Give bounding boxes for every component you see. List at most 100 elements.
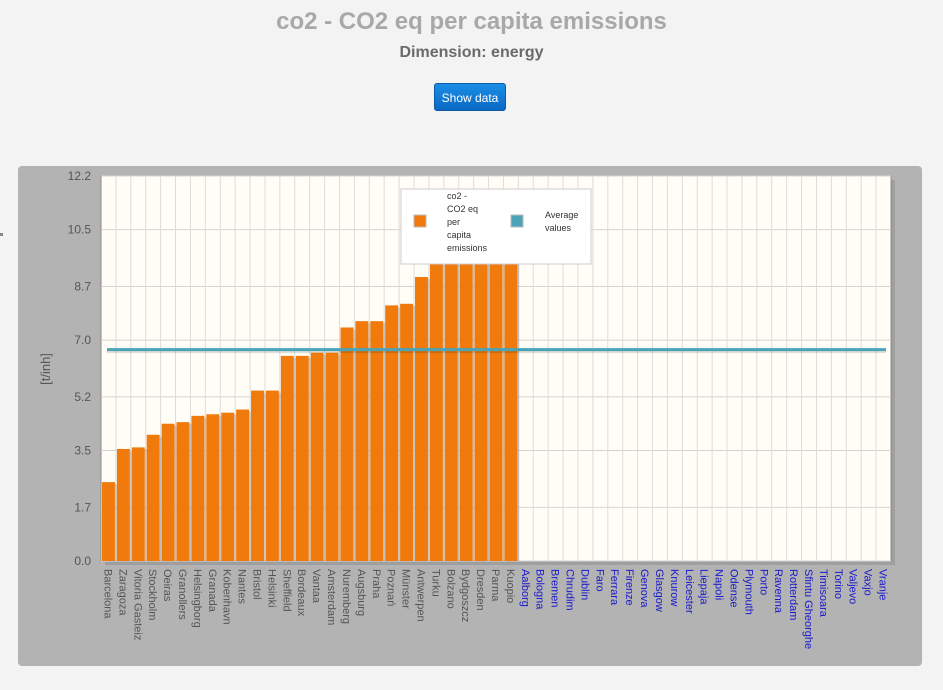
x-tick-label: Bristol: [251, 569, 263, 600]
chart-subtitle: Dimension: energy: [399, 44, 544, 61]
bar: [459, 258, 473, 561]
x-tick-label: Dresden: [474, 569, 486, 611]
x-tick-label: Plymouth: [742, 569, 754, 615]
x-tick-label: Timisoara: [817, 569, 829, 618]
x-tick-label: Torino: [832, 569, 844, 599]
bar: [146, 434, 160, 561]
x-tick-label: Ferrara: [608, 569, 620, 606]
average-line: [107, 348, 886, 354]
x-tick-label: Faro: [593, 569, 605, 592]
bar: [325, 352, 339, 561]
x-tick-label: Porto: [757, 569, 769, 595]
legend-item-label: Average values: [545, 210, 578, 233]
x-tick-label: Bologna: [534, 569, 546, 610]
bar: [131, 447, 145, 561]
y-tick-label: 7.0: [74, 333, 91, 347]
bar: [340, 327, 354, 561]
x-tick-label: Napoli: [713, 569, 725, 600]
bar: [116, 448, 130, 561]
bar: [489, 258, 503, 561]
bar: [102, 482, 115, 561]
x-axis-labels: Barcelona Zaragoza Vitoria Gasteiz Stockhol…: [101, 569, 888, 649]
x-tick-label: Aalborg: [519, 569, 531, 607]
x-tick-label: Firenze: [623, 569, 635, 606]
bar: [370, 321, 384, 561]
x-tick-label: Leicester: [683, 569, 695, 614]
bar: [191, 415, 205, 561]
chart-title: co2 - CO2 eq per capita emissions: [276, 8, 667, 35]
bar: [415, 276, 428, 561]
bar: [251, 390, 264, 561]
bar: [400, 303, 414, 561]
bar: [504, 258, 518, 561]
bar: [295, 355, 309, 561]
y-tick-label: 3.5: [74, 444, 91, 458]
legend-item-label: co2 -CO2 eq per capita emissions: [447, 191, 488, 253]
x-tick-label: Knurow: [668, 569, 680, 606]
x-tick-label: Nantes: [236, 569, 248, 604]
x-tick-label: Glasgow: [653, 569, 665, 612]
legend-swatch: [510, 214, 524, 228]
bar: [176, 422, 190, 561]
x-tick-label: Oeiras: [161, 569, 173, 602]
y-tick-label: 1.7: [74, 500, 91, 514]
x-tick-label: Kuopio: [504, 569, 516, 603]
y-tick-label: 10.5: [68, 223, 92, 237]
bar: [310, 352, 324, 561]
x-tick-label: Zaragoza: [116, 569, 128, 616]
x-tick-label: Nuremberg: [340, 569, 352, 624]
x-tick-label: Rotterdam: [787, 569, 799, 620]
x-tick-label: Bordeaux: [295, 569, 307, 617]
legend-swatch: [413, 214, 427, 228]
bar: [265, 390, 279, 561]
x-tick-label: Turku: [429, 569, 441, 597]
bar: [280, 355, 294, 561]
bar: [206, 414, 220, 561]
x-tick-label: Praha: [370, 569, 382, 599]
x-tick-label: Granada: [206, 569, 218, 613]
x-tick-label: Kobenhavn: [221, 569, 233, 625]
bar: [474, 258, 488, 561]
x-tick-label: Helsinki: [265, 569, 277, 608]
bars: [102, 258, 520, 561]
x-tick-label: Parma: [489, 569, 501, 602]
x-tick-label: Ravenna: [772, 569, 784, 614]
x-tick-label: Vaxjo: [862, 569, 874, 596]
show-data-button[interactable]: Show data: [434, 83, 506, 111]
x-tick-label: Antwerpen: [414, 569, 426, 622]
x-tick-label: Bydgoszcz: [459, 569, 471, 622]
y-axis-label: [t/inh]: [38, 353, 53, 385]
x-tick-label: Vantaa: [310, 569, 322, 604]
x-tick-label: Helsingborg: [191, 569, 203, 628]
x-tick-label: Barcelona: [101, 569, 113, 619]
x-tick-label: Amsterdam: [325, 569, 337, 625]
x-tick-label: Bremen: [549, 569, 561, 608]
bar: [221, 412, 235, 561]
x-tick-label: Poznań: [385, 569, 397, 606]
bar: [444, 258, 458, 561]
y-tick-label: 0.0: [74, 554, 91, 568]
x-tick-label: Chrudim: [564, 569, 576, 611]
x-tick-label: Stockholm: [146, 569, 158, 620]
bar: [355, 321, 369, 561]
y-tick-label: 8.7: [74, 279, 91, 293]
x-tick-label: Vranje: [877, 569, 889, 600]
x-tick-label: Bolzano: [444, 569, 456, 609]
x-tick-label: Dublin: [578, 569, 590, 600]
x-tick-label: Sheffield: [280, 569, 292, 612]
bar: [236, 409, 250, 561]
bar: [429, 262, 443, 561]
x-tick-label: Genova: [638, 569, 650, 608]
legend[interactable]: co2 -CO2 eq per capita emissions Average valu…: [400, 188, 592, 265]
bar: [385, 305, 399, 561]
x-tick-label: Granollers: [176, 569, 188, 620]
y-tick-label: 5.2: [74, 390, 91, 404]
x-tick-label: Münster: [400, 569, 412, 609]
x-tick-label: Augsburg: [355, 569, 367, 616]
x-tick-label: Sfintu Gheorghe: [802, 569, 814, 649]
legend-box: [400, 188, 592, 265]
x-tick-label: Vitoria Gasteiz: [131, 569, 143, 640]
bar: [161, 423, 175, 561]
x-tick-label: Odense: [727, 569, 739, 608]
